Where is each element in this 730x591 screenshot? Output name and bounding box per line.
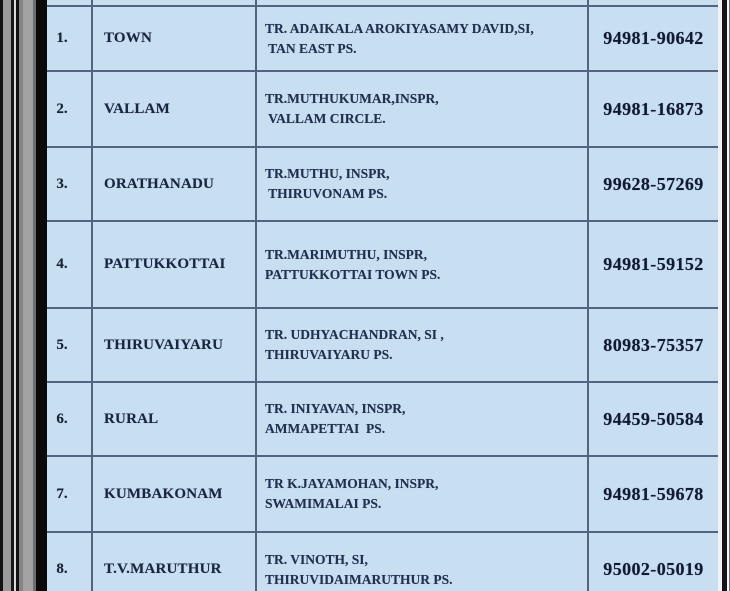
table-row: 1. TOWN TR. ADAIKALA AROKIYASAMY DAVID,S… — [47, 5, 718, 72]
serial-cell: 2. — [47, 70, 93, 148]
officer-cell: TR.MUTHUKUMAR,INSPR, VALLAM CIRCLE. — [255, 70, 589, 148]
station-name-cell: TOWN — [91, 5, 257, 72]
station-name-cell: PATTUKKOTTAI — [91, 220, 257, 309]
phone-cell: 94459-50584 — [587, 381, 718, 457]
officer-name-line: TR.MUTHU, INSPR, — [265, 166, 390, 181]
officer-name-line: TR. ADAIKALA AROKIYASAMY DAVID,SI, — [265, 20, 534, 36]
serial-cell — [47, 0, 93, 7]
police-station-contact-table: 1. TOWN TR. ADAIKALA AROKIYASAMY DAVID,S… — [47, 0, 718, 591]
phone-cell: 94981-16873 — [587, 70, 718, 148]
serial-cell: 4. — [47, 220, 93, 309]
serial-cell: 1. — [47, 5, 93, 72]
serial-cell: 6. — [47, 381, 93, 457]
officer-name-line: TR. VINOTH, SI, — [265, 551, 368, 567]
table-row-clipped-top — [47, 0, 718, 7]
officer-cell: TR.MUTHU, INSPR, THIRUVONAM PS. — [255, 146, 589, 222]
officer-cell: TR. UDHYACHANDRAN, SI , THIRUVAIYARU PS. — [255, 307, 589, 383]
officer-name-line: TR.MARIMUTHU, INSPR, — [265, 246, 427, 262]
table-row: 7. KUMBAKONAM TR K.JAYAMOHAN, INSPR, SWA… — [47, 455, 718, 533]
table-row: 2. VALLAM TR.MUTHUKUMAR,INSPR, VALLAM CI… — [47, 70, 718, 148]
phone-cell: 95002-05019 — [587, 531, 718, 591]
contact-table: 1. TOWN TR. ADAIKALA AROKIYASAMY DAVID,S… — [47, 0, 718, 591]
officer-station-line: TAN EAST PS. — [265, 40, 357, 56]
table-row: 3. ORATHANADU TR.MUTHU, INSPR, THIRUVONA… — [47, 146, 718, 222]
officer-cell — [255, 0, 589, 7]
station-name-cell: KUMBAKONAM — [91, 455, 257, 533]
phone-cell — [587, 0, 718, 7]
officer-station-line: AMMAPETTAI PS. — [265, 421, 386, 436]
officer-station-line: THIRUVONAM PS. — [265, 186, 388, 201]
officer-cell: TR. VINOTH, SI, THIRUVIDAIMARUTHUR PS. — [255, 531, 589, 591]
officer-cell: TR K.JAYAMOHAN, INSPR, SWAMIMALAI PS. — [255, 455, 589, 533]
page-right-edge-rule — [718, 0, 730, 591]
station-name-cell: THIRUVAIYARU — [91, 307, 257, 383]
officer-station-line: PATTUKKOTTAI TOWN PS. — [265, 266, 441, 282]
serial-cell: 8. — [47, 531, 93, 591]
phone-cell: 99628-57269 — [587, 146, 718, 222]
station-name-cell — [91, 0, 257, 7]
officer-cell: TR.MARIMUTHU, INSPR, PATTUKKOTTAI TOWN P… — [255, 220, 589, 309]
officer-name-line: TR. UDHYACHANDRAN, SI , — [265, 327, 444, 342]
phone-cell: 94981-90642 — [587, 5, 718, 72]
phone-cell: 94981-59152 — [587, 220, 718, 309]
phone-cell: 94981-59678 — [587, 455, 718, 533]
serial-cell: 7. — [47, 455, 93, 533]
table-row: 5. THIRUVAIYARU TR. UDHYACHANDRAN, SI , … — [47, 307, 718, 383]
officer-station-line: SWAMIMALAI PS. — [265, 496, 382, 511]
station-name-cell: RURAL — [91, 381, 257, 457]
officer-cell: TR. ADAIKALA AROKIYASAMY DAVID,SI, TAN E… — [255, 5, 589, 72]
station-name-cell: ORATHANADU — [91, 146, 257, 222]
table-row: 4. PATTUKKOTTAI TR.MARIMUTHU, INSPR, PAT… — [47, 220, 718, 309]
page-left-margin-spine — [0, 0, 47, 591]
serial-cell: 5. — [47, 307, 93, 383]
station-name-cell: T.V.MARUTHUR — [91, 531, 257, 591]
officer-station-line: VALLAM CIRCLE. — [265, 111, 386, 126]
table-row: 8. T.V.MARUTHUR TR. VINOTH, SI, THIRUVID… — [47, 531, 718, 591]
phone-cell: 80983-75357 — [587, 307, 718, 383]
officer-name-line: TR.MUTHUKUMAR,INSPR, — [265, 91, 439, 106]
officer-name-line: TR. INIYAVAN, INSPR, — [265, 401, 406, 416]
officer-station-line: THIRUVAIYARU PS. — [265, 347, 393, 362]
station-name-cell: VALLAM — [91, 70, 257, 148]
officer-station-line: THIRUVIDAIMARUTHUR PS. — [265, 571, 453, 587]
officer-cell: TR. INIYAVAN, INSPR, AMMAPETTAI PS. — [255, 381, 589, 457]
officer-name-line: TR K.JAYAMOHAN, INSPR, — [265, 476, 439, 491]
table-row: 6. RURAL TR. INIYAVAN, INSPR, AMMAPETTAI… — [47, 381, 718, 457]
serial-cell: 3. — [47, 146, 93, 222]
